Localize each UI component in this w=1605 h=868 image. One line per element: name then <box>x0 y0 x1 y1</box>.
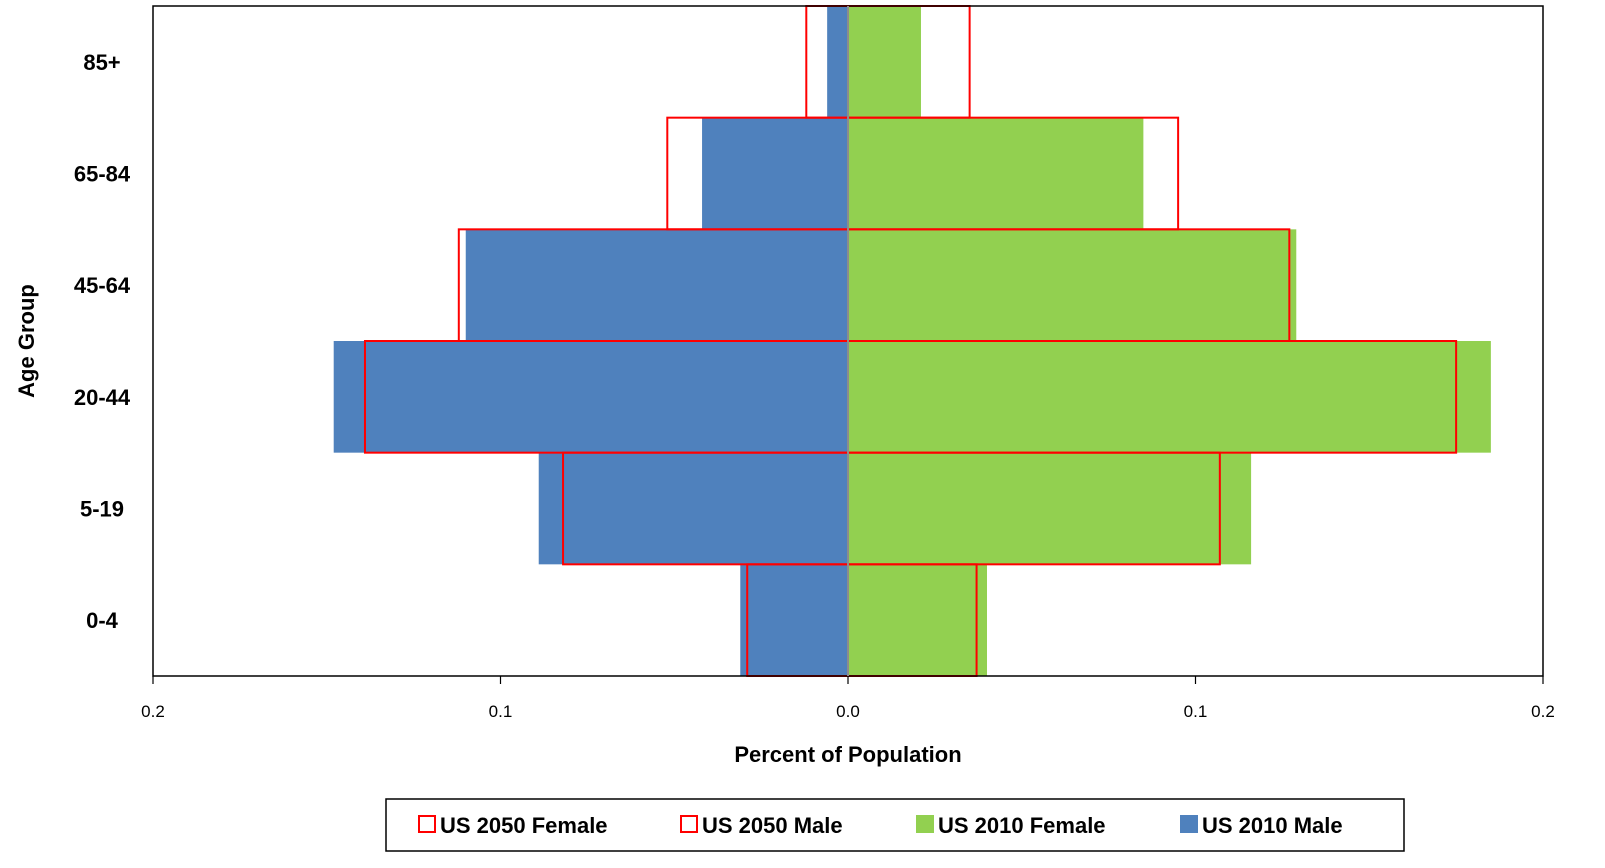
legend-label-us-2010-female: US 2010 Female <box>938 813 1106 838</box>
bar-us-2010-female-45-64 <box>848 229 1297 341</box>
bar-us-2010-male-0-4 <box>740 564 848 676</box>
bar-us-2010-female-65-84 <box>848 117 1144 230</box>
x-tick-label: 0.2 <box>1531 702 1555 721</box>
legend-swatch-us-2010-male <box>1180 815 1198 833</box>
chart-legend: US 2050 Female US 2050 Male US 2010 Female… <box>385 798 1405 852</box>
x-axis-ticks: 0.2 0.1 0.0 0.1 0.2 <box>141 676 1555 721</box>
bar-us-2010-male-65-84 <box>702 117 848 230</box>
x-tick-label: 0.1 <box>489 702 513 721</box>
legend-swatch-us-2050-female <box>418 815 436 833</box>
bar-us-2010-female-0-4 <box>848 564 987 676</box>
category-label: 5-19 <box>80 497 124 522</box>
legend-box <box>385 798 1405 852</box>
legend-label-us-2010-male: US 2010 Male <box>1202 813 1343 838</box>
x-axis-title: Percent of Population <box>734 742 961 767</box>
legend-swatch-us-2050-male <box>680 815 698 833</box>
filled-bars-layer <box>333 6 1491 676</box>
category-label: 65-84 <box>74 162 131 187</box>
bar-us-2010-male-85- <box>827 6 848 118</box>
category-labels: 0-4 5-19 20-44 45-64 65-84 85+ <box>74 50 131 633</box>
legend-swatch-us-2010-female <box>916 815 934 833</box>
category-label: 0-4 <box>86 608 119 633</box>
bar-us-2010-female-20-44 <box>848 341 1491 453</box>
bar-us-2010-male-5-19 <box>538 452 848 565</box>
bar-us-2010-male-20-44 <box>333 341 848 453</box>
bar-us-2010-female-85- <box>848 6 921 118</box>
y-axis-title: Age Group <box>14 284 39 398</box>
legend-label-us-2050-male: US 2050 Male <box>702 813 843 838</box>
x-tick-label: 0.2 <box>141 702 165 721</box>
category-label: 45-64 <box>74 273 131 298</box>
category-label: 85+ <box>83 50 120 75</box>
x-tick-label: 0.0 <box>836 702 860 721</box>
category-label: 20-44 <box>74 385 131 410</box>
bar-us-2010-female-5-19 <box>848 452 1252 565</box>
x-tick-label: 0.1 <box>1184 702 1208 721</box>
legend-label-us-2050-female: US 2050 Female <box>440 813 608 838</box>
bar-us-2010-male-45-64 <box>465 229 848 341</box>
